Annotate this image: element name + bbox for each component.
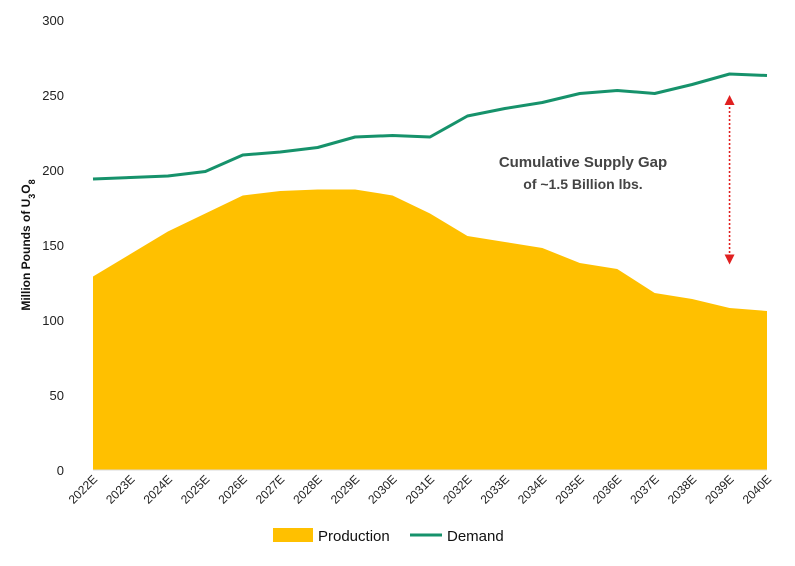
x-tick-label: 2038E <box>665 472 699 506</box>
y-tick-label: 150 <box>42 238 64 253</box>
x-tick-label: 2040E <box>740 472 774 506</box>
x-tick-label: 2027E <box>253 472 287 506</box>
annotation-line-2: of ~1.5 Billion lbs. <box>523 176 642 192</box>
y-tick-label: 50 <box>50 388 64 403</box>
x-tick-label: 2031E <box>403 472 437 506</box>
y-axis-title: Million Pounds of U3O8 <box>19 179 37 310</box>
y-tick-label: 100 <box>42 313 64 328</box>
arrow-head-up <box>724 95 735 105</box>
x-tick-label: 2033E <box>478 472 512 506</box>
demand-line <box>92 72 768 181</box>
legend-label-demand: Demand <box>447 528 504 545</box>
x-tick-label: 2035E <box>552 472 586 506</box>
supply-gap-annotation: Cumulative Supply Gap of ~1.5 Billion lbs… <box>499 95 735 265</box>
x-tick-label: 2028E <box>290 472 324 506</box>
x-tick-label: 2029E <box>328 472 362 506</box>
x-tick-label: 2034E <box>515 472 549 506</box>
y-tick-label: 300 <box>42 13 64 28</box>
legend-label-production: Production <box>318 528 390 545</box>
x-tick-label: 2036E <box>590 472 624 506</box>
x-tick-label: 2024E <box>141 472 175 506</box>
x-tick-label: 2032E <box>440 472 474 506</box>
legend: Production Demand <box>273 528 504 545</box>
x-tick-label: 2025E <box>178 472 212 506</box>
x-tick-label: 2022E <box>66 472 100 506</box>
production-area <box>93 189 767 470</box>
x-tick-label: 2037E <box>627 472 661 506</box>
annotation-line-1: Cumulative Supply Gap <box>499 154 667 171</box>
y-tick-label: 0 <box>57 463 64 478</box>
x-tick-label: 2023E <box>103 472 137 506</box>
plot-area <box>92 72 768 471</box>
x-tick-label: 2030E <box>365 472 399 506</box>
y-tick-label: 200 <box>42 163 64 178</box>
y-axis-label: Million Pounds of U3O8 <box>19 179 37 310</box>
x-tick-label: 2039E <box>702 472 736 506</box>
x-tick-label: 2026E <box>215 472 249 506</box>
legend-swatch-production <box>273 528 313 542</box>
y-axis-ticks: 0 50 100 150 200 250 300 <box>42 13 64 478</box>
y-tick-label: 250 <box>42 88 64 103</box>
x-axis-ticks: 2022E 2023E 2024E 2025E 2026E 2027E 2028E 2029E… <box>66 472 774 506</box>
arrow-head-down <box>724 254 735 265</box>
